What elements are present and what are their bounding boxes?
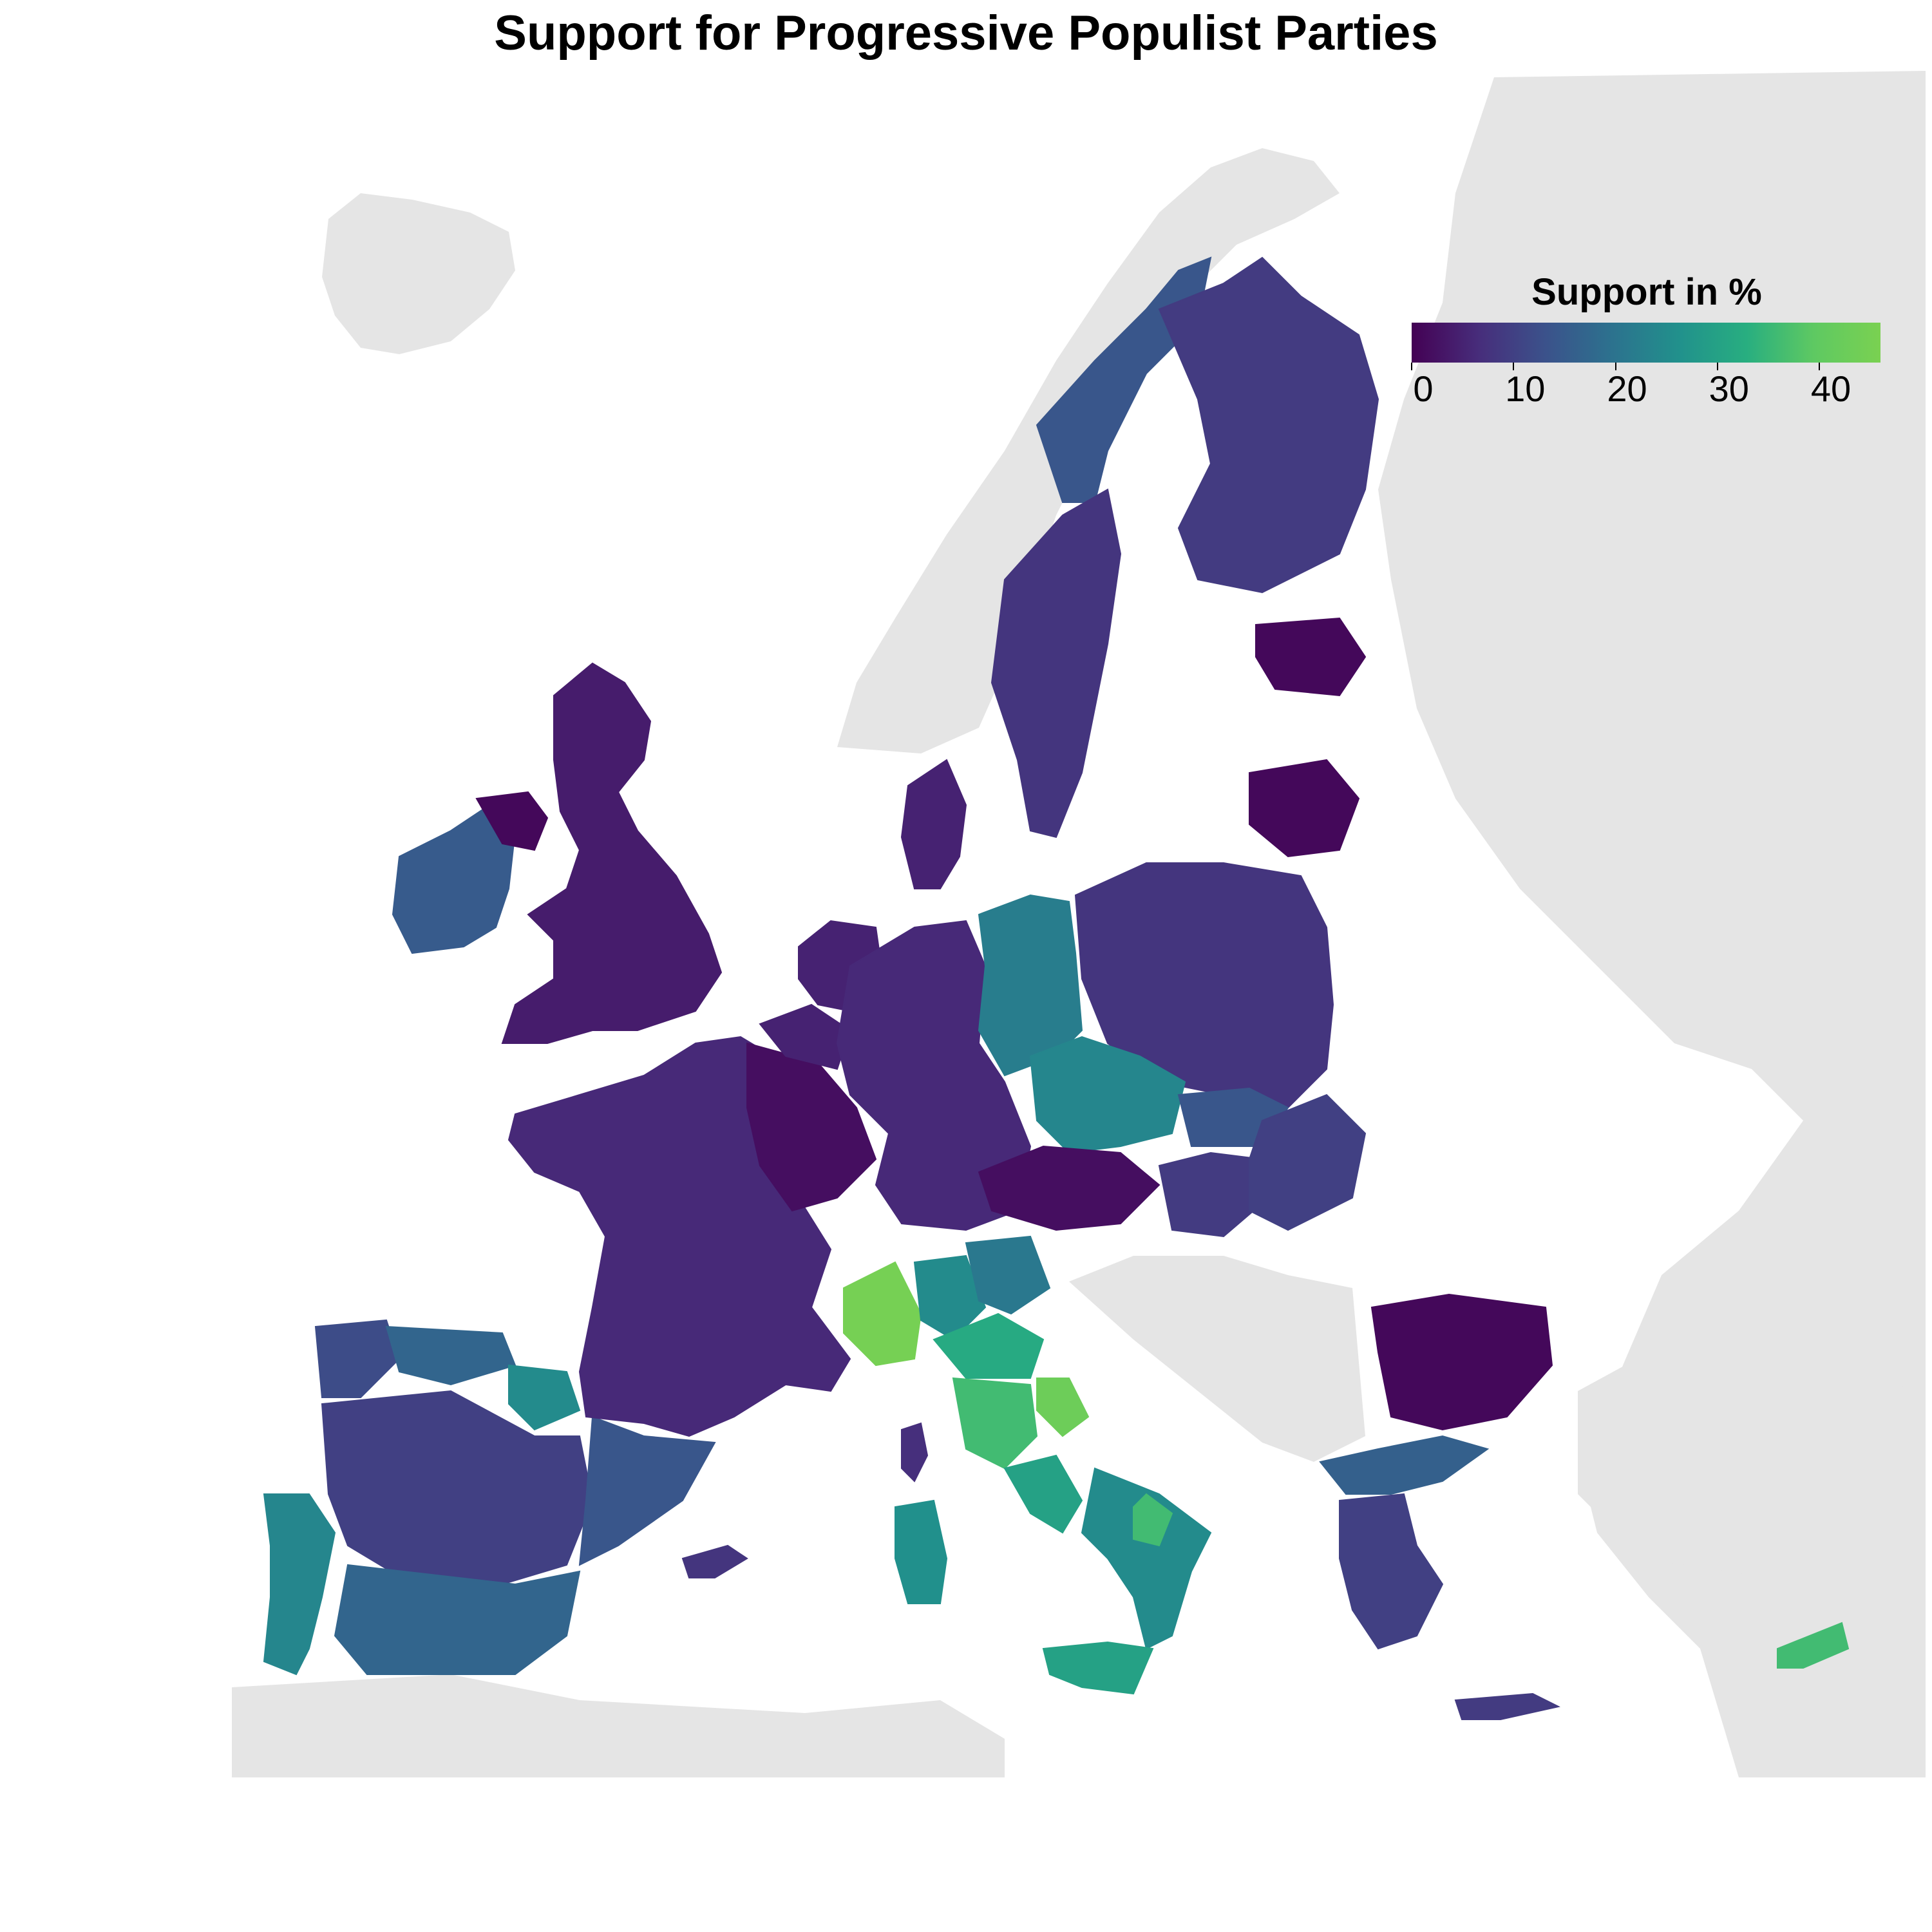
region-sweden-south- (990, 488, 1122, 838)
legend-tick-label: 10 (1505, 368, 1546, 409)
region-romania (1249, 1094, 1367, 1231)
region-denmark (900, 759, 967, 889)
region-italy-lombardy- (913, 1255, 987, 1341)
region-greece-centre- (1339, 1493, 1444, 1650)
region-austria (978, 1145, 1160, 1231)
region-spain-navarre- (508, 1364, 581, 1431)
region-balkans (1069, 1256, 1365, 1462)
region-poland (1074, 862, 1334, 1109)
region-spain-north-west- (314, 1319, 401, 1398)
region-greece-north- (1319, 1435, 1490, 1495)
legend-tick-label: 0 (1413, 368, 1434, 409)
region-italy-emilia-romagna- (933, 1312, 1045, 1379)
region-sardinia (895, 1499, 948, 1604)
region-spain-north- (385, 1325, 516, 1386)
legend-title: Support in % (1531, 271, 1762, 313)
region-balearic-islands (681, 1544, 748, 1578)
region-spain-centre- (321, 1390, 594, 1585)
legend-tick-mark (1513, 363, 1515, 370)
region-czech-republic (1029, 1036, 1186, 1154)
region-france-north-east- (746, 1042, 877, 1212)
region-russia (1378, 71, 1926, 1777)
legend-tick-mark (1716, 363, 1718, 370)
legend-tick-label: 40 (1810, 368, 1852, 409)
region-north-africa (232, 1674, 1005, 1777)
region-crete (1454, 1692, 1560, 1720)
legend-tick-mark (1615, 363, 1616, 370)
region-ireland (392, 804, 516, 954)
region-northern-ireland (475, 791, 549, 851)
region-italy-south- (1081, 1467, 1212, 1650)
region-bulgaria (1370, 1293, 1553, 1431)
region-finland (1158, 256, 1379, 594)
region-italy-campania- (1133, 1493, 1173, 1547)
region-italy-tuscany- (952, 1377, 1038, 1470)
legend-ticks: 0 10 20 30 40 (1411, 363, 1880, 409)
region-italy-piedmont- (843, 1261, 922, 1367)
region-italy-north-east- (965, 1235, 1051, 1315)
region-corsica (901, 1422, 929, 1482)
region-great-britain (501, 662, 723, 1044)
region-spain-south- (334, 1564, 581, 1675)
legend-tick-label: 30 (1709, 368, 1749, 409)
legend-colorbar (1412, 323, 1880, 363)
legend-tick-mark (1819, 363, 1821, 370)
legend-tick-label: 20 (1607, 368, 1647, 409)
region-estonia (1255, 617, 1367, 697)
region-spain-east- (578, 1416, 716, 1566)
region-italy-marche- (1036, 1378, 1090, 1437)
region-cyprus (1777, 1622, 1850, 1669)
legend-tick-mark (1411, 363, 1412, 370)
region-sicily (1042, 1641, 1154, 1695)
map-title: Support for Progressive Populist Parties (494, 6, 1438, 61)
region-lithuania (1249, 759, 1360, 858)
legend: Support in % 0 10 20 30 40 (1411, 270, 1882, 409)
region-portugal (263, 1493, 336, 1676)
region-italy-lazio- (1003, 1454, 1083, 1534)
eu-regions (263, 256, 1850, 1720)
region-turkey (1578, 1352, 1926, 1578)
region-iceland (322, 193, 515, 354)
